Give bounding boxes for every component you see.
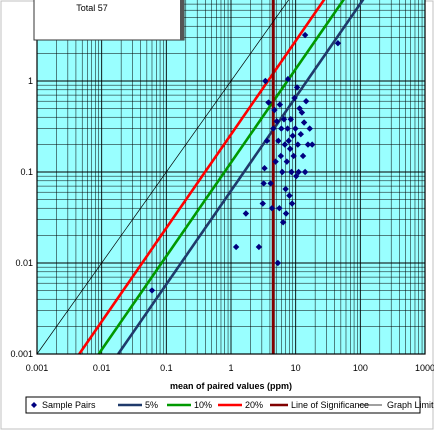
annotation-box-frame	[33, 0, 185, 41]
data-point	[276, 101, 284, 108]
legend-item-20-: 20%	[218, 400, 263, 410]
data-point	[302, 97, 310, 105]
data-point	[283, 158, 291, 165]
data-point	[255, 243, 263, 251]
data-point	[290, 152, 297, 160]
legend-item-10-: 10%	[167, 400, 212, 410]
data-point	[334, 40, 342, 47]
data-point	[279, 168, 286, 176]
data-point	[148, 287, 156, 294]
data-point	[278, 125, 285, 132]
data-point	[282, 185, 289, 193]
x-tick-labels: 0.001 0.01 0.1 1 10 100 1000	[26, 363, 434, 373]
legend-label: Sample Pairs	[42, 400, 96, 410]
grid-lines	[36, 0, 425, 355]
data-point	[263, 137, 271, 145]
data-point	[282, 210, 290, 217]
legend-label: Graph Limit	[387, 400, 434, 410]
data-point	[304, 141, 312, 148]
data-point	[293, 84, 301, 91]
x-tick-label: 0.001	[26, 363, 49, 373]
annotation-box-shadow	[180, 0, 184, 40]
data-point	[286, 145, 294, 152]
data-point	[271, 106, 278, 114]
data-point	[292, 125, 299, 132]
data-point	[265, 99, 272, 106]
data-point	[300, 119, 308, 126]
plot-frame	[36, 0, 426, 355]
y-tick-label: 0.01	[15, 258, 33, 268]
legend-label: 20%	[245, 400, 263, 410]
annotation-box: Total 57	[33, 0, 185, 41]
series-line-graph-limit	[36, 0, 289, 355]
data-point	[270, 125, 277, 132]
x-tick-label: 0.1	[160, 363, 173, 373]
legend-swatch	[31, 402, 37, 408]
annotation-text: Total 57	[76, 3, 108, 13]
legend-label: Line of Significance	[291, 400, 369, 410]
data-point	[285, 137, 292, 145]
x-tick-label: 10	[291, 363, 301, 373]
data-point	[288, 200, 296, 207]
data-point	[299, 152, 307, 160]
legend-item-line-of-significance: Line of Significance	[270, 400, 369, 410]
data-point	[301, 168, 309, 176]
reference-lines	[36, 0, 365, 355]
data-point	[274, 259, 282, 267]
sample-points	[148, 31, 342, 294]
data-point	[293, 172, 300, 180]
legend: Sample Pairs 5% 10% 20% Line of Significance…	[25, 396, 434, 414]
data-point	[286, 192, 293, 199]
y-tick-label: 0.1	[20, 167, 33, 177]
x-tick-label: 1000	[415, 363, 434, 373]
data-point	[306, 125, 313, 132]
data-point	[232, 243, 240, 251]
data-point	[291, 94, 298, 102]
data-point	[297, 131, 304, 138]
data-point	[275, 137, 282, 145]
legend-label: 5%	[145, 400, 158, 410]
legend-item-5-: 5%	[118, 400, 158, 410]
y-tick-label: 0.001	[10, 349, 33, 359]
data-point	[260, 180, 267, 187]
data-point	[276, 205, 283, 212]
x-axis-label: mean of paired values (ppm)	[170, 381, 292, 391]
data-point	[288, 168, 295, 176]
series-line-5-	[117, 0, 365, 355]
data-point	[261, 165, 268, 172]
data-point	[296, 105, 303, 112]
data-point	[295, 168, 302, 176]
x-tick-label: 1	[228, 363, 233, 373]
data-point	[259, 200, 266, 207]
series-line-20-	[78, 0, 326, 355]
data-point	[279, 219, 287, 226]
data-point	[281, 141, 289, 148]
data-point	[284, 125, 291, 132]
data-point	[289, 132, 296, 139]
data-point	[242, 210, 250, 217]
data-point	[273, 118, 280, 125]
legend-label: 10%	[194, 400, 212, 410]
legend-item-sample-pairs: Sample Pairs	[31, 400, 96, 410]
data-point	[268, 205, 276, 212]
data-point	[280, 116, 288, 123]
data-point	[267, 180, 274, 187]
x-tick-label: 0.01	[93, 363, 111, 373]
data-point	[301, 31, 309, 39]
data-point	[287, 116, 294, 123]
x-tick-label: 100	[353, 363, 368, 373]
y-tick-label: 1	[28, 76, 33, 86]
data-point	[294, 141, 302, 148]
legend-item-graph-limit: Graph Limit	[358, 400, 434, 410]
data-point	[272, 158, 279, 165]
data-point	[308, 141, 316, 148]
y-tick-labels: 0.001 0.01 0.1 1	[10, 76, 33, 359]
series-line-10-	[97, 0, 345, 355]
data-point	[262, 77, 269, 85]
data-point	[298, 109, 306, 116]
data-point	[284, 75, 292, 83]
data-point	[277, 152, 285, 160]
